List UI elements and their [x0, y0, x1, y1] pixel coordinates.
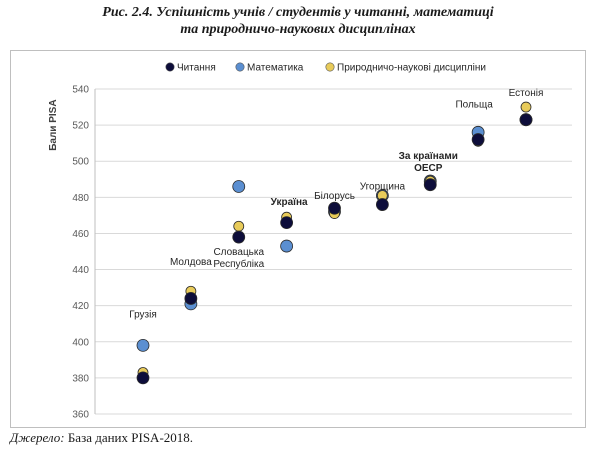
- point-label: Угорщина: [360, 182, 406, 193]
- point-label: Польща: [455, 99, 493, 110]
- point-label: За країнами: [399, 151, 458, 162]
- source-text: База даних PISA-2018.: [64, 430, 194, 445]
- y-tick-label: 520: [72, 121, 89, 132]
- y-tick-label: 440: [72, 265, 89, 276]
- point-science: [233, 220, 245, 232]
- source-note: Джерело: База даних PISA-2018.: [10, 430, 193, 446]
- point-label: Україна: [271, 197, 308, 208]
- point-label: Білорусь: [314, 191, 355, 202]
- legend-marker: [325, 62, 335, 72]
- point-reading: [375, 198, 389, 211]
- point-reading: [184, 292, 198, 305]
- point-label: ОЕСР: [414, 163, 443, 174]
- point-science: [520, 101, 532, 113]
- y-tick-label: 480: [72, 193, 89, 204]
- legend-marker: [235, 62, 245, 72]
- point-reading: [471, 133, 485, 146]
- figure-title: Рис. 2.4. Успішність учнів / студентів у…: [0, 4, 596, 38]
- y-tick-label: 420: [72, 301, 89, 312]
- y-tick-label: 540: [72, 85, 89, 96]
- point-reading: [328, 201, 341, 215]
- figure-title-line1: Рис. 2.4. Успішність учнів / студентів у…: [102, 5, 494, 20]
- legend-label: Природничо-наукові дисципліни: [337, 63, 486, 74]
- source-label: Джерело:: [10, 430, 65, 445]
- chart-frame: [10, 50, 586, 428]
- y-tick-label: 360: [72, 410, 89, 421]
- figure-title-line2: та природничо-наукових дисциплінах: [180, 22, 416, 37]
- point-label: Молдова: [170, 257, 212, 268]
- y-tick-label: 380: [72, 373, 89, 384]
- y-tick-label: 400: [72, 337, 89, 348]
- point-reading: [136, 371, 150, 385]
- y-axis-title: Бали PISA: [48, 99, 59, 150]
- point-reading: [280, 216, 294, 230]
- legend-label: Читання: [177, 63, 216, 74]
- point-math: [136, 338, 150, 352]
- point-label: Республіка: [213, 258, 264, 270]
- legend-label: Математика: [247, 63, 304, 74]
- point-label: Словацька: [213, 247, 264, 258]
- point-reading: [519, 113, 533, 127]
- point-label: Грузія: [129, 309, 157, 320]
- point-label: Естонія: [509, 88, 544, 99]
- point-reading: [232, 230, 246, 244]
- point-math: [232, 180, 246, 193]
- y-tick-label: 460: [72, 229, 89, 240]
- point-math: [280, 239, 294, 253]
- legend-marker: [165, 62, 175, 72]
- point-reading: [423, 178, 437, 192]
- y-tick-label: 500: [72, 157, 89, 168]
